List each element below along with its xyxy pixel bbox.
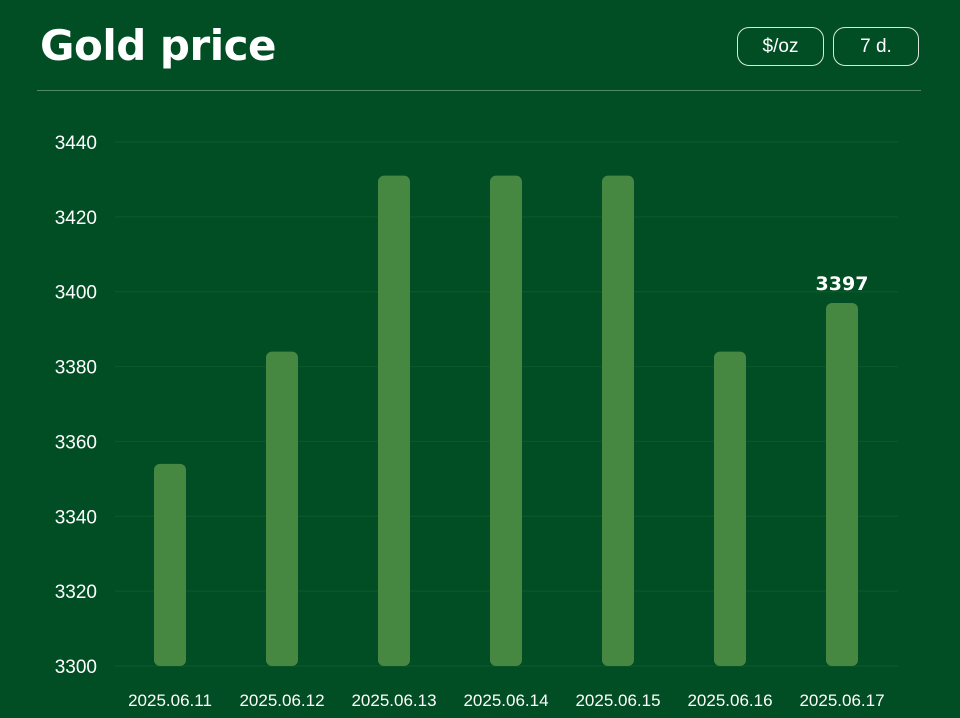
bar — [602, 175, 634, 666]
unit-selector-button[interactable]: $/oz — [737, 27, 824, 66]
x-tick-label: 2025.06.11 — [128, 691, 212, 710]
x-tick-label: 2025.06.17 — [799, 691, 884, 710]
y-tick-label: 3340 — [55, 507, 97, 528]
bar — [266, 351, 298, 666]
bar — [826, 302, 858, 666]
bar — [714, 351, 746, 666]
bar — [490, 175, 522, 666]
bar — [378, 175, 410, 666]
bar — [154, 463, 186, 666]
y-tick-label: 3300 — [55, 657, 97, 678]
y-tick-label: 3380 — [55, 358, 97, 379]
y-tick-label: 3320 — [55, 582, 97, 603]
x-tick-label: 2025.06.15 — [575, 691, 660, 710]
y-tick-label: 3400 — [55, 283, 97, 304]
y-tick-label: 3420 — [55, 208, 97, 229]
x-tick-label: 2025.06.12 — [239, 691, 324, 710]
y-tick-label: 3360 — [55, 432, 97, 453]
chart-title: Gold price — [40, 21, 276, 70]
data-label: 3397 — [816, 273, 869, 295]
header-divider — [37, 90, 921, 91]
chart-header: Gold price $/oz 7 d. — [0, 0, 960, 92]
x-tick-label: 2025.06.13 — [351, 691, 436, 710]
time-range-button[interactable]: 7 d. — [833, 27, 919, 66]
chart-controls: $/oz 7 d. — [737, 27, 919, 66]
x-tick-label: 2025.06.14 — [463, 691, 548, 710]
x-tick-label: 2025.06.16 — [687, 691, 772, 710]
y-tick-label: 3440 — [55, 133, 97, 154]
